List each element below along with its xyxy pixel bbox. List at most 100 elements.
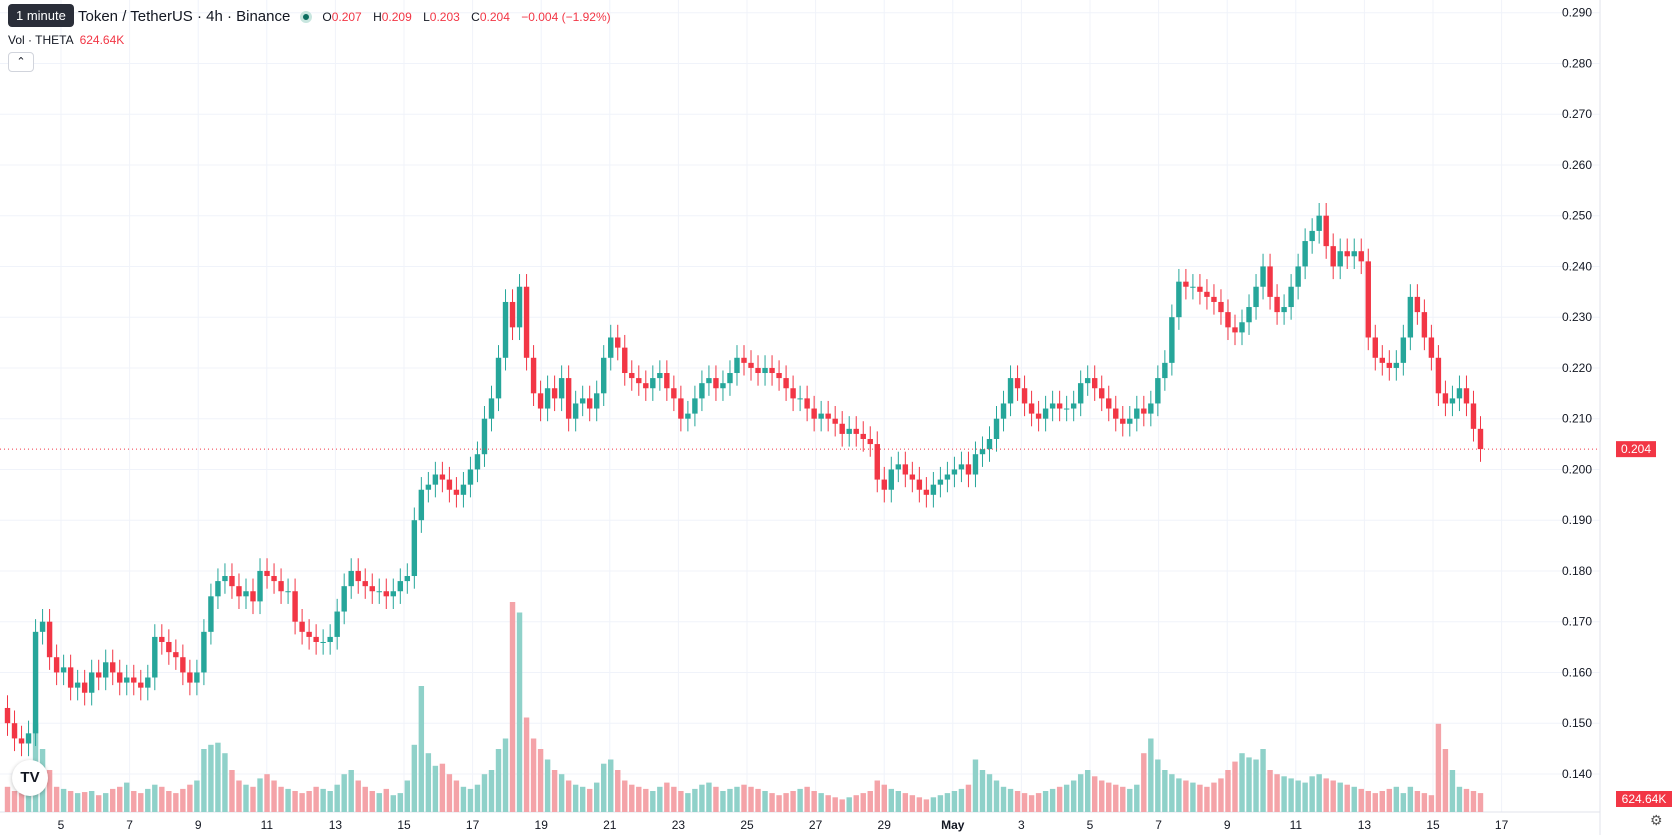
candle-body: [572, 403, 579, 419]
volume-bar: [502, 738, 509, 812]
candle-body: [790, 388, 796, 399]
x-tick-label: 11: [1290, 818, 1303, 832]
candle-body: [180, 657, 186, 673]
volume-bar: [804, 786, 810, 812]
candle-body: [965, 464, 972, 475]
candle-body: [1456, 388, 1463, 399]
volume-bar: [1120, 786, 1126, 812]
candle-body: [88, 672, 95, 693]
volume-bar: [523, 717, 530, 812]
market-status-icon[interactable]: [300, 10, 313, 23]
candle-body: [783, 378, 789, 389]
candle-body: [586, 398, 593, 409]
candle-body: [1169, 317, 1175, 363]
candle-body: [537, 393, 544, 409]
candle-body: [839, 423, 845, 434]
volume-bar: [1232, 761, 1238, 812]
candle-body: [979, 449, 986, 455]
candle-body: [1323, 215, 1329, 247]
candle-body: [1225, 312, 1231, 328]
y-tick-label: 0.190: [1562, 513, 1592, 527]
candle-body: [769, 367, 775, 374]
y-tick-label: 0.260: [1562, 158, 1592, 172]
candle-body: [1197, 286, 1203, 292]
candle-body: [285, 591, 291, 593]
x-tick-label: 27: [809, 818, 823, 832]
candle-body: [544, 388, 551, 409]
candle-body: [81, 682, 88, 693]
last-volume-badge: [1616, 791, 1672, 807]
candle-body: [706, 378, 712, 384]
interval-tooltip: 1 minute: [8, 4, 74, 27]
candle-body: [615, 337, 621, 348]
x-tick-label: 15: [397, 818, 411, 832]
y-tick-label: 0.240: [1562, 259, 1592, 273]
candle-body: [495, 357, 502, 399]
volume-bar: [229, 770, 235, 812]
volume-bar: [1372, 793, 1378, 812]
volume-bar: [334, 784, 340, 812]
volume-bar: [748, 786, 754, 812]
volume-bar: [418, 686, 425, 812]
volume-bar: [1042, 791, 1049, 812]
candle-body: [187, 672, 193, 683]
volume-bar: [565, 780, 572, 812]
volume-bar: [439, 763, 446, 812]
candle-body: [678, 398, 684, 419]
volume-bar: [832, 797, 838, 812]
y-tick-label: 0.140: [1562, 767, 1592, 781]
symbol-title[interactable]: Token / TetherUS · 4h · Binance: [78, 8, 291, 25]
candle-body: [1393, 362, 1400, 368]
volume-bar: [551, 770, 558, 812]
candle-body: [208, 596, 214, 632]
volume-bar: [636, 786, 642, 812]
candle-body: [993, 418, 1000, 439]
volume-bar: [593, 782, 600, 812]
volume-bar: [1407, 786, 1414, 812]
volume-bar: [67, 791, 74, 812]
candle-body: [1084, 378, 1091, 384]
volume-bar: [292, 791, 298, 812]
collapse-legend-button[interactable]: ⌃: [8, 52, 34, 72]
last-volume-label: 624.64K: [1622, 792, 1667, 806]
candle-body: [1190, 286, 1196, 288]
candle-body: [509, 301, 516, 328]
candle-body: [215, 581, 221, 597]
volume-bar: [320, 788, 326, 812]
candle-body: [1232, 327, 1238, 333]
volume-bar: [713, 786, 719, 812]
tradingview-logo[interactable]: TV: [12, 760, 48, 796]
candle-body: [1056, 403, 1063, 409]
candle-body: [1035, 413, 1042, 419]
volume-bar: [860, 793, 866, 812]
volume-bar: [53, 786, 60, 812]
volume-bar: [846, 797, 852, 812]
volume-bar: [131, 791, 137, 812]
x-tick-label: 7: [1155, 818, 1162, 832]
volume-bar: [769, 793, 775, 812]
candle-body: [958, 464, 965, 470]
volume-bar: [1035, 793, 1042, 812]
volume-bar: [1106, 782, 1112, 812]
candle-body: [1407, 296, 1414, 338]
volume-bar: [811, 791, 817, 812]
candle-body: [664, 373, 670, 389]
x-tick-label: 15: [1426, 818, 1440, 832]
settings-gear-icon[interactable]: ⚙: [1650, 812, 1663, 828]
volume-bar: [138, 793, 144, 812]
volume-bar: [1218, 778, 1224, 812]
volume-bar: [411, 744, 418, 812]
candle-body: [1344, 251, 1350, 257]
volume-bar: [376, 793, 382, 812]
candle-body: [1099, 388, 1105, 399]
candle-body: [502, 301, 509, 358]
volume-bar: [1162, 770, 1168, 812]
volume-bar: [1000, 786, 1007, 812]
candle-body: [1042, 408, 1049, 419]
x-tick-label: 5: [1087, 818, 1094, 832]
candle-body: [1155, 378, 1161, 404]
volume-bar: [446, 774, 453, 812]
volume-bar: [608, 759, 614, 812]
candle-body: [369, 586, 375, 592]
